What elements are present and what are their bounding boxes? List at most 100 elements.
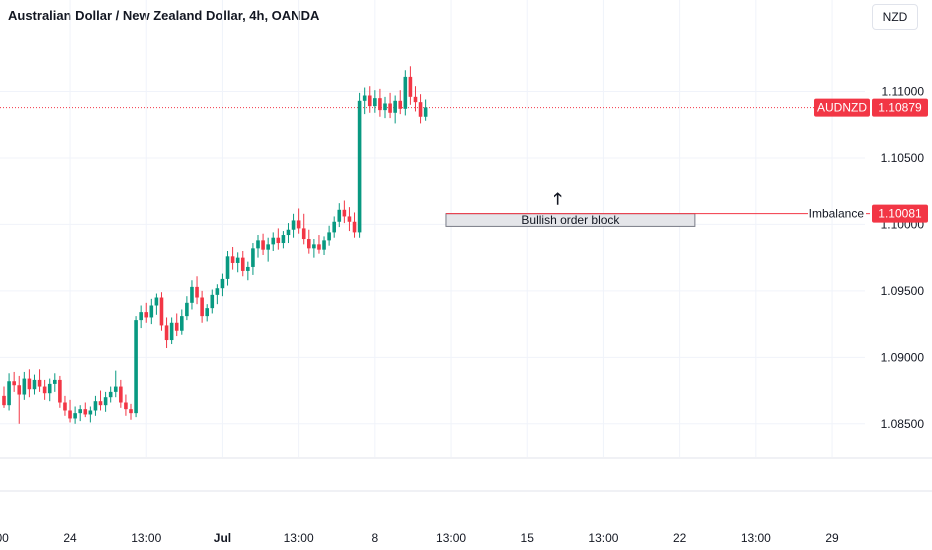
candle[interactable] xyxy=(261,233,265,255)
candle[interactable] xyxy=(327,225,331,246)
price-axis[interactable]: 1.110001.105001.100001.095001.090001.085… xyxy=(881,85,925,431)
candle[interactable] xyxy=(144,302,149,323)
candle[interactable] xyxy=(129,403,133,420)
candle-body xyxy=(134,320,138,414)
candle[interactable] xyxy=(352,212,357,238)
candle-body xyxy=(129,409,133,414)
candle[interactable] xyxy=(388,92,392,119)
candle[interactable] xyxy=(154,293,159,315)
candle[interactable] xyxy=(230,247,235,270)
candle[interactable] xyxy=(332,216,336,238)
candle[interactable] xyxy=(378,88,382,117)
candle[interactable] xyxy=(286,223,291,244)
candle[interactable] xyxy=(367,86,372,113)
price-tick-label: 1.09500 xyxy=(881,284,925,298)
candle[interactable] xyxy=(63,395,67,416)
candle[interactable] xyxy=(83,402,88,418)
candle-body xyxy=(98,401,103,406)
candle[interactable] xyxy=(246,261,250,281)
candle[interactable] xyxy=(37,369,42,392)
candle[interactable] xyxy=(342,200,347,224)
candle[interactable] xyxy=(337,203,342,228)
candle[interactable] xyxy=(7,373,11,411)
candle[interactable] xyxy=(225,251,230,286)
candle[interactable] xyxy=(88,406,93,423)
candle[interactable] xyxy=(180,309,184,335)
candle[interactable] xyxy=(383,96,387,119)
candle[interactable] xyxy=(408,66,413,105)
candle[interactable] xyxy=(240,251,245,277)
candle[interactable] xyxy=(32,374,37,395)
candle[interactable] xyxy=(271,232,276,251)
candle[interactable] xyxy=(403,70,408,116)
candle[interactable] xyxy=(301,213,306,245)
candle[interactable] xyxy=(68,399,72,423)
candle[interactable] xyxy=(73,406,77,424)
candle[interactable] xyxy=(169,317,174,345)
candle[interactable] xyxy=(266,237,270,262)
candle[interactable] xyxy=(291,213,296,238)
candle[interactable] xyxy=(362,87,367,115)
candle[interactable] xyxy=(12,371,16,392)
currency-selector-button[interactable]: NZD xyxy=(872,4,918,30)
candle[interactable] xyxy=(124,394,128,416)
candle[interactable] xyxy=(190,280,194,310)
candle[interactable] xyxy=(256,235,260,258)
candle[interactable] xyxy=(393,95,397,124)
candle[interactable] xyxy=(119,379,123,408)
candle[interactable] xyxy=(139,305,143,329)
candle[interactable] xyxy=(307,229,311,254)
candle[interactable] xyxy=(398,90,403,115)
candle[interactable] xyxy=(210,289,215,314)
candle[interactable] xyxy=(113,370,118,398)
candle[interactable] xyxy=(27,369,32,398)
candle[interactable] xyxy=(58,375,62,408)
candle[interactable] xyxy=(215,284,220,305)
candle[interactable] xyxy=(418,94,423,124)
candle[interactable] xyxy=(2,386,6,408)
candle[interactable] xyxy=(347,207,352,232)
candle[interactable] xyxy=(98,390,103,411)
candle-body xyxy=(149,305,154,318)
time-axis[interactable]: 13:00 24 13:00 Jul 13:00 8 13:00 15 13:00 22 13:00… xyxy=(0,531,839,545)
candle[interactable] xyxy=(322,236,326,255)
candle[interactable] xyxy=(251,243,255,275)
candle[interactable] xyxy=(205,304,209,322)
chart-title: Australian Dollar / New Zealand Dollar, … xyxy=(8,8,320,23)
candle[interactable] xyxy=(220,273,225,297)
candle[interactable] xyxy=(134,316,138,418)
candle[interactable] xyxy=(413,86,418,112)
candle[interactable] xyxy=(164,317,169,349)
candle[interactable] xyxy=(423,99,428,121)
candle[interactable] xyxy=(47,378,52,402)
candle[interactable] xyxy=(53,373,57,392)
candle[interactable] xyxy=(235,252,240,273)
candle[interactable] xyxy=(108,386,113,403)
candle[interactable] xyxy=(281,231,286,249)
candle-body xyxy=(68,410,72,419)
time-tick-label: 13:00 xyxy=(0,531,9,545)
candle[interactable] xyxy=(17,375,22,424)
candle[interactable] xyxy=(317,235,321,254)
candle-body xyxy=(373,98,377,107)
candle-body xyxy=(312,244,316,249)
candle[interactable] xyxy=(149,298,154,325)
imbalance-badge-label: 1.10081 xyxy=(878,207,922,221)
candle[interactable] xyxy=(296,208,301,234)
candle[interactable] xyxy=(200,290,204,323)
candle[interactable] xyxy=(276,228,281,250)
candle[interactable] xyxy=(312,239,316,258)
candle[interactable] xyxy=(185,296,189,321)
candle-body xyxy=(215,288,220,295)
candle[interactable] xyxy=(373,90,377,113)
candle[interactable] xyxy=(78,405,82,422)
candle[interactable] xyxy=(22,371,27,400)
candle[interactable] xyxy=(357,92,362,238)
candle[interactable] xyxy=(93,395,98,416)
candle[interactable] xyxy=(195,276,199,305)
candle[interactable] xyxy=(174,313,179,337)
candle[interactable] xyxy=(159,292,164,331)
candle[interactable] xyxy=(42,379,47,400)
candle[interactable] xyxy=(103,391,108,412)
